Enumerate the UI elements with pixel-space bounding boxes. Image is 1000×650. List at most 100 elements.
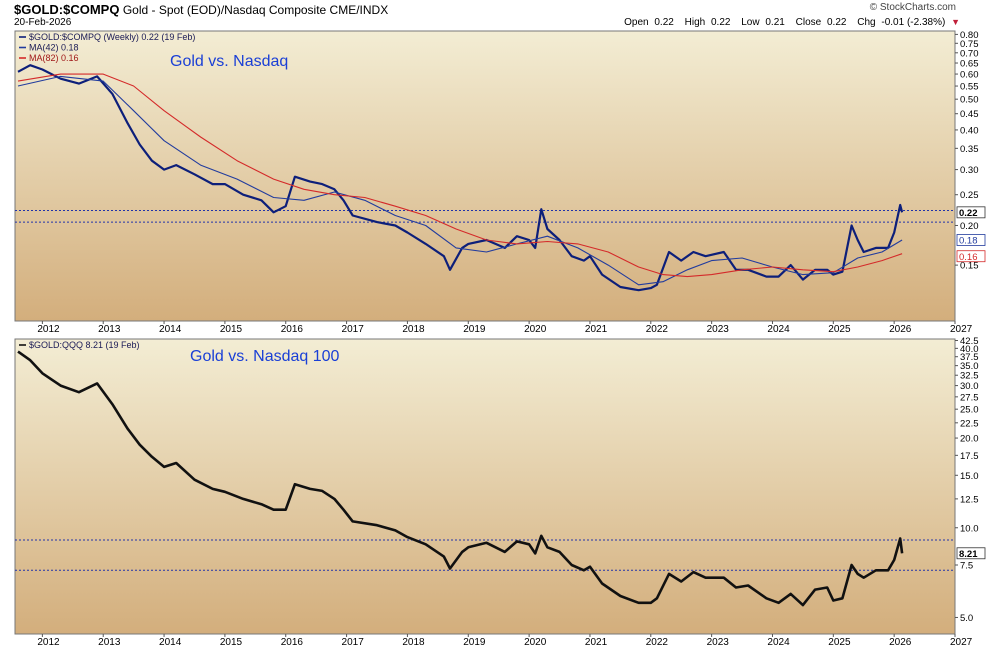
x-tick-label: 2023 xyxy=(707,324,730,335)
y-tick-label: 20.0 xyxy=(960,434,979,445)
x-tick-label: 2021 xyxy=(585,324,608,335)
open-label: Open xyxy=(624,17,649,28)
x-tick-label: 2020 xyxy=(524,324,547,335)
y-tick-label: 0.40 xyxy=(960,125,979,136)
y-tick-label: 0.75 xyxy=(960,39,979,50)
x-tick-label: 2027 xyxy=(950,324,973,335)
value-marker-label: 0.18 xyxy=(959,236,978,247)
y-tick-label: 42.5 xyxy=(960,336,979,347)
x-tick-label: 2022 xyxy=(646,324,669,335)
quote-summary: Open 0.22 High 0.22 Low 0.21 Close 0.22 … xyxy=(616,17,960,28)
x-tick-label: 2013 xyxy=(98,324,121,335)
y-tick-label: 5.0 xyxy=(960,613,973,624)
value-marker-box xyxy=(956,234,986,246)
low-value: 0.21 xyxy=(765,17,785,28)
y-tick-label: 30.0 xyxy=(960,381,979,392)
y-tick-label: 0.20 xyxy=(960,221,979,232)
y-tick-label: 35.0 xyxy=(960,361,979,372)
x-tick-label: 2016 xyxy=(281,637,304,648)
series-line-2 xyxy=(17,75,903,286)
value-marker-box xyxy=(956,547,986,560)
x-tick-label: 2017 xyxy=(342,637,365,648)
x-tick-label: 2018 xyxy=(402,324,425,335)
value-marker-box xyxy=(956,206,986,219)
x-tick-label: 2019 xyxy=(463,637,486,648)
y-tick-label: 12.5 xyxy=(960,494,979,505)
series-line-1 xyxy=(17,350,904,607)
x-tick-label: 2014 xyxy=(159,637,182,648)
x-tick-label: 2012 xyxy=(37,637,60,648)
series-line-3 xyxy=(17,73,903,278)
y-tick-label: 0.50 xyxy=(960,95,979,106)
y-tick-label: 0.55 xyxy=(960,82,979,93)
symbol-description: Gold - Spot (EOD)/Nasdaq Composite CME/I… xyxy=(122,3,389,17)
value-marker-label: 0.22 xyxy=(959,208,978,219)
open-value: 0.22 xyxy=(654,17,674,28)
y-tick-label: 0.80 xyxy=(960,30,979,41)
panel-title: Gold vs. Nasdaq xyxy=(170,53,288,70)
y-tick-label: 32.5 xyxy=(960,371,979,382)
panel-title: Gold vs. Nasdaq 100 xyxy=(190,348,340,365)
y-tick-label: 17.5 xyxy=(960,451,979,462)
x-tick-label: 2018 xyxy=(402,637,425,648)
x-tick-label: 2024 xyxy=(767,637,790,648)
x-tick-label: 2015 xyxy=(220,637,243,648)
legend-entry: MA(42) 0.18 xyxy=(29,43,79,53)
y-tick-label: 0.60 xyxy=(960,70,979,81)
x-tick-label: 2017 xyxy=(342,324,365,335)
chart-panel-1: 0.800.750.700.650.600.55 0.50 0.45 0.40 0.35… xyxy=(14,30,986,335)
close-value: 0.22 xyxy=(826,17,847,28)
plot-background xyxy=(14,338,956,635)
x-tick-label: 2014 xyxy=(159,324,182,335)
low-label: Low xyxy=(741,17,760,28)
x-tick-label: 2026 xyxy=(889,637,912,648)
value-marker-label: 8.21 xyxy=(959,549,978,560)
y-tick-label: 0.30 xyxy=(960,165,979,176)
triangle-down-icon: ▼ xyxy=(951,17,960,27)
value-marker-box xyxy=(956,250,986,263)
x-tick-label: 2024 xyxy=(767,324,790,335)
y-tick-label: 37.5 xyxy=(960,352,979,363)
x-tick-label: 2012 xyxy=(37,324,60,335)
chart-header: $GOLD:$COMPQ Gold - Spot (EOD)/Nasdaq Co… xyxy=(0,0,1000,34)
x-tick-label: 2021 xyxy=(585,637,608,648)
symbol-label: $GOLD:$COMPQ xyxy=(14,2,120,17)
x-tick-label: 2026 xyxy=(889,324,912,335)
x-tick-label: 2019 xyxy=(463,324,486,335)
y-tick-label: 25.0 xyxy=(960,405,979,416)
y-tick-label: 7.5 xyxy=(960,560,973,571)
plot-background xyxy=(14,30,956,322)
chg-label: Chg xyxy=(857,17,876,28)
legend-entry: MA(82) 0.16 xyxy=(29,53,79,63)
x-tick-label: 2025 xyxy=(828,324,851,335)
y-tick-label: 0.45 xyxy=(960,109,979,120)
y-tick-label: 10.0 xyxy=(960,523,979,534)
y-tick-label: 22.5 xyxy=(960,418,979,429)
y-tick-label: 0.70 xyxy=(960,48,979,59)
x-tick-label: 2023 xyxy=(707,637,730,648)
x-tick-label: 2025 xyxy=(828,637,851,648)
close-label: Close xyxy=(795,17,822,28)
y-tick-label: 0.65 xyxy=(960,59,979,70)
y-tick-label: 40.0 xyxy=(960,344,979,355)
x-tick-label: 2016 xyxy=(281,324,304,335)
y-tick-label: 27.5 xyxy=(960,392,979,403)
value-marker-label: 0.16 xyxy=(959,252,978,263)
brand-watermark: © StockCharts.com xyxy=(869,2,956,13)
y-tick-label: 15.0 xyxy=(960,471,979,482)
chart-date: 20-Feb-2026 xyxy=(14,17,72,28)
legend-entry: $GOLD:$COMPQ (Weekly) 0.22 (19 Feb) xyxy=(29,32,195,42)
high-value: 0.22 xyxy=(710,17,731,28)
legend-entry: $GOLD:QQQ 8.21 (19 Feb) xyxy=(29,340,140,350)
y-tick-label: 0.15 xyxy=(960,261,979,272)
chart-symbol-title: $GOLD:$COMPQ Gold - Spot (EOD)/Nasdaq Co… xyxy=(14,2,388,17)
y-tick-label: 0.25 xyxy=(960,190,979,201)
x-tick-label: 2013 xyxy=(98,637,121,648)
x-tick-label: 2020 xyxy=(524,637,547,648)
x-tick-label: 2015 xyxy=(220,324,243,335)
chg-value: -0.01 (-2.38%) xyxy=(881,17,946,28)
x-tick-label: 2027 xyxy=(950,637,973,648)
series-line-1 xyxy=(17,64,904,292)
y-tick-label: 0.35 xyxy=(960,144,979,155)
